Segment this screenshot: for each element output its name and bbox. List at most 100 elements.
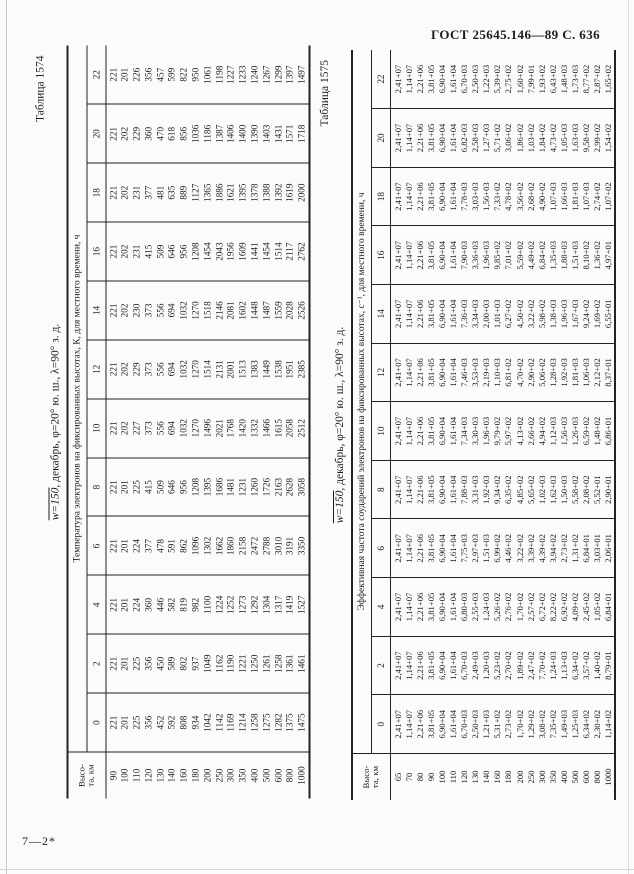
data-cell: 5,23+02 [492, 636, 504, 695]
data-cell: 1,14+07 [403, 50, 415, 109]
data-cell: 937 [190, 634, 203, 694]
data-cell: 3,56+02 [514, 167, 526, 226]
data-cell: 221 [105, 398, 120, 458]
hour-header: 16 [371, 225, 390, 285]
data-cell: 6,55+01 [603, 284, 616, 344]
data-cell: 1571 [284, 104, 297, 164]
data-cell: 6,81+02 [503, 343, 515, 402]
data-cell: 1,35+03 [547, 225, 559, 285]
data-cell: 1208 [190, 457, 203, 517]
data-cell: 982 [190, 575, 203, 635]
data-cell: 1,70+02 [514, 694, 526, 754]
data-cell: 1395 [237, 163, 250, 223]
table-number-1575: Таблица 1575 [319, 60, 331, 127]
data-cell: 1198 [214, 45, 226, 105]
data-cell: 202 [119, 281, 132, 340]
hour-header: 2 [371, 636, 390, 695]
data-cell: 8,10+02 [581, 225, 593, 285]
table-row: 180 934 937 982 1096 1208 1270 1270 1270 1208 1127… [190, 45, 203, 799]
data-cell: 3,53+03 [470, 343, 482, 402]
table-row: 350 1214 1221 1273 2158 1231 1420 1513 1602 1609 1… [237, 45, 250, 799]
data-cell: 1224 [214, 575, 226, 635]
data-cell: 1,01+03 [492, 284, 504, 344]
data-cell: 202 [119, 398, 132, 458]
table-row: 140 592 589 582 591 646 694 694 694 646 635 618 599 [166, 45, 179, 799]
hour-header: 0 [86, 693, 106, 752]
data-cell: 591 [166, 516, 179, 576]
data-cell: 808 [178, 693, 191, 752]
data-cell: 201 [119, 516, 132, 576]
data-cell: 2,41+07 [390, 50, 404, 109]
table-row: 65 2,41+07 2,41+07 2,41+07 2,41+07 2,41+07 2,4… [390, 50, 404, 800]
data-cell: 2,97+03 [470, 519, 482, 578]
data-cell: 589 [166, 634, 179, 694]
data-cell: 3058 [296, 457, 310, 517]
data-cell: 2,75+02 [503, 50, 515, 109]
data-cell: 2,21+06 [414, 577, 426, 637]
data-cell: 227 [131, 398, 144, 458]
data-cell: 1,07+03 [581, 167, 593, 226]
data-cell: 2,50+03 [470, 50, 482, 109]
data-cell: 3,81+05 [425, 167, 437, 226]
height-value: 120 [459, 770, 470, 784]
data-cell: 3,81+05 [425, 636, 437, 695]
data-cell: 1,67+03 [570, 284, 582, 344]
data-cell: 3,81+05 [425, 694, 437, 754]
data-cell: 4,78+02 [503, 167, 515, 226]
data-cell: 2,41+07 [390, 167, 404, 226]
data-cell: 6,90+04 [436, 636, 448, 695]
data-cell: 201 [119, 634, 132, 694]
data-cell: 377 [143, 516, 156, 576]
data-cell: 2,30+02 [592, 694, 604, 754]
data-cell: 1260 [249, 457, 262, 517]
data-cell: 4,09+02 [570, 577, 582, 637]
data-cell: 1032 [178, 398, 191, 458]
hour-header: 12 [371, 343, 390, 402]
data-cell: 1397 [284, 45, 297, 105]
data-cell: 2,21+06 [414, 694, 426, 754]
data-cell: 1,50+03 [558, 460, 570, 519]
data-cell: 2081 [225, 281, 238, 340]
data-cell: 9,79+02 [492, 401, 504, 461]
data-cell: 4,49+02 [525, 225, 537, 285]
data-cell: 1061 [202, 45, 215, 105]
data-cell: 1,07+02 [603, 167, 616, 226]
data-cell: 5,06+02 [536, 343, 548, 402]
data-cell: 1886 [214, 163, 226, 223]
data-cell: 6,90+04 [436, 401, 448, 461]
data-cell: 1,60+02 [514, 50, 526, 109]
data-cell: 1,96+03 [558, 284, 570, 344]
data-cell: 2,41+07 [390, 225, 404, 285]
data-cell: 7,34+03 [459, 401, 471, 461]
data-cell: 356 [143, 634, 156, 694]
data-cell: 229 [131, 339, 144, 399]
data-cell: 1,92+03 [558, 343, 570, 402]
table-row: 70 1,14+07 1,14+07 1,14+07 1,14+07 1,14+07 1,1… [403, 50, 415, 800]
data-cell: 1,14+07 [403, 460, 415, 519]
data-cell: 1214 [237, 693, 250, 752]
data-cell: 1258 [273, 634, 285, 694]
hour-header: 18 [86, 163, 106, 223]
data-cell: 1,14+07 [403, 694, 415, 754]
data-cell: 6,27+02 [503, 284, 515, 344]
data-cell: 6,84+01 [581, 519, 593, 578]
data-cell: 819 [178, 575, 191, 635]
data-cell: 2788 [261, 516, 274, 576]
data-cell: 1,26+03 [570, 401, 582, 461]
data-cell: 1261 [261, 634, 274, 694]
data-cell: 221 [105, 516, 120, 576]
table-row: 250 1142 1162 1224 1662 1686 2021 2131 2146 2043 1… [214, 45, 226, 799]
data-cell: 201 [119, 575, 132, 635]
data-cell: 3,81+05 [425, 50, 437, 109]
data-cell: 1441 [249, 222, 262, 281]
height-value: 200 [514, 770, 525, 784]
hour-header: 22 [371, 50, 390, 109]
data-cell: 1,61+04 [447, 167, 460, 226]
data-cell: 7,35+02 [547, 694, 559, 754]
data-cell: 3,81+05 [425, 343, 437, 402]
hour-header: 4 [86, 575, 106, 635]
data-cell: 1,24+03 [547, 636, 559, 695]
data-cell: 2,00+03 [481, 284, 493, 344]
hour-header: 6 [86, 516, 106, 576]
electron-temperature-table: Высо- та, км Температура электронов на ф… [66, 45, 311, 799]
